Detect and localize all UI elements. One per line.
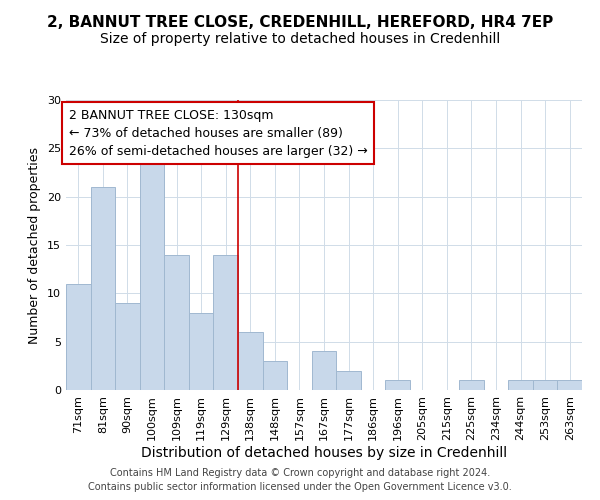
Bar bbox=[66, 284, 91, 390]
Bar bbox=[263, 361, 287, 390]
Text: 2 BANNUT TREE CLOSE: 130sqm
← 73% of detached houses are smaller (89)
26% of sem: 2 BANNUT TREE CLOSE: 130sqm ← 73% of det… bbox=[68, 108, 367, 158]
Text: Size of property relative to detached houses in Credenhill: Size of property relative to detached ho… bbox=[100, 32, 500, 46]
Bar bbox=[385, 380, 410, 390]
Text: 2, BANNUT TREE CLOSE, CREDENHILL, HEREFORD, HR4 7EP: 2, BANNUT TREE CLOSE, CREDENHILL, HEREFO… bbox=[47, 15, 553, 30]
X-axis label: Distribution of detached houses by size in Credenhill: Distribution of detached houses by size … bbox=[141, 446, 507, 460]
Bar bbox=[214, 254, 238, 390]
Text: Contains HM Land Registry data © Crown copyright and database right 2024.
Contai: Contains HM Land Registry data © Crown c… bbox=[88, 468, 512, 492]
Bar bbox=[115, 303, 140, 390]
Bar bbox=[189, 312, 214, 390]
Y-axis label: Number of detached properties: Number of detached properties bbox=[28, 146, 41, 344]
Bar bbox=[312, 352, 336, 390]
Bar bbox=[140, 148, 164, 390]
Bar bbox=[91, 187, 115, 390]
Bar bbox=[557, 380, 582, 390]
Bar bbox=[238, 332, 263, 390]
Bar bbox=[336, 370, 361, 390]
Bar bbox=[164, 254, 189, 390]
Bar bbox=[508, 380, 533, 390]
Bar bbox=[459, 380, 484, 390]
Bar bbox=[533, 380, 557, 390]
